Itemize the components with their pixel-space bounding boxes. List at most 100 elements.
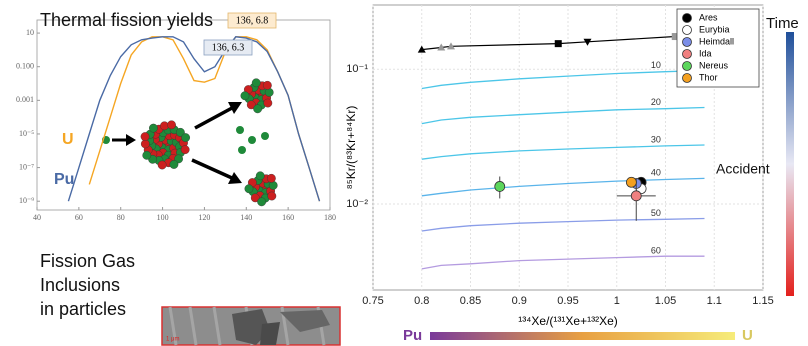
nucleon <box>240 91 250 101</box>
composition-colorbar <box>430 332 735 340</box>
series-line <box>88 36 321 202</box>
nucleon <box>257 197 267 207</box>
y-tick-label: 10 <box>26 28 34 37</box>
caption-line: Fission Gas <box>40 251 135 271</box>
colorbar-start: Pu <box>403 327 422 344</box>
series-line <box>67 36 321 202</box>
annotation: 136, 6.3 <box>212 42 245 53</box>
colorbar-note: Accident <box>716 161 770 177</box>
annotation: 136, 6.8 <box>236 15 269 26</box>
x-axis-label: ¹³⁴Xe/(¹³¹Xe+¹³²Xe) <box>518 314 618 328</box>
curve <box>421 255 705 270</box>
reference-marker <box>583 38 592 46</box>
data-point <box>494 181 506 192</box>
time-colorbar <box>786 32 794 296</box>
caption-line: Inclusions <box>40 275 120 295</box>
x-tick-label: 180 <box>324 213 336 222</box>
reference-marker <box>437 43 446 51</box>
x-tick-label: 120 <box>198 213 210 222</box>
curve-label: 20 <box>651 97 661 107</box>
curve <box>421 217 705 232</box>
sem-image <box>161 306 341 346</box>
nucleon <box>142 150 152 160</box>
x-tick-label: 1.15 <box>752 295 773 307</box>
nucleon <box>255 171 265 181</box>
x-tick-label: 80 <box>117 213 125 222</box>
nucleon <box>157 160 167 170</box>
nucleon <box>167 120 176 130</box>
legend-marker <box>682 13 692 23</box>
nucleon <box>169 160 179 169</box>
nucleon <box>140 132 150 142</box>
data-point <box>630 190 642 202</box>
reference-marker <box>447 42 455 50</box>
x-tick-label: 1.1 <box>707 295 722 307</box>
x-tick-label: 1 <box>614 295 620 307</box>
series-label: U <box>62 131 74 148</box>
x-tick-label: 0.85 <box>460 295 481 307</box>
legend-label: Eurybia <box>699 24 730 34</box>
legend-label: Ida <box>699 48 712 58</box>
y-tick-label: 0.001 <box>16 95 34 104</box>
x-tick-label: 0.8 <box>414 295 429 307</box>
x-tick-label: 0.9 <box>512 295 527 307</box>
y-axis-label: ⁸⁵Kr/(⁸³Kr+⁸⁴Kr) <box>344 106 358 190</box>
legend-label: Heimdall <box>699 36 734 46</box>
neutron <box>238 146 246 154</box>
y-tick-label: 10⁻¹ <box>346 63 368 75</box>
neutron <box>236 126 244 134</box>
y-tick-label: 0.100 <box>16 62 34 71</box>
data-point <box>625 176 637 188</box>
nucleon <box>267 191 277 201</box>
nucleon <box>262 80 272 90</box>
nucleon <box>251 78 261 88</box>
curve-label: 40 <box>651 168 661 178</box>
nucleon <box>246 100 256 110</box>
nucleon <box>263 98 273 108</box>
x-tick-label: 0.75 <box>362 295 383 307</box>
legend-label: Thor <box>699 72 718 82</box>
reference-marker <box>671 33 679 41</box>
nucleon <box>181 133 191 143</box>
neutron <box>248 136 256 144</box>
reference-line <box>421 35 676 51</box>
curve-label: 10 <box>651 60 661 70</box>
nucleon <box>176 127 185 137</box>
y-tick-label: 10⁻⁵ <box>19 129 34 138</box>
curve-label: 50 <box>651 208 661 218</box>
curve <box>421 69 705 90</box>
nucleon <box>244 184 254 194</box>
nucleon <box>180 145 190 155</box>
curve <box>421 144 705 160</box>
legend-marker <box>682 73 692 83</box>
series-label: Pu <box>54 171 74 188</box>
x-tick-label: 140 <box>240 213 252 222</box>
legend-marker <box>682 61 692 71</box>
colorbar-end: U <box>742 327 753 344</box>
x-tick-label: 1.05 <box>655 295 676 307</box>
legend-marker <box>682 37 692 47</box>
legend-marker <box>682 49 692 59</box>
x-tick-label: 100 <box>157 213 169 222</box>
curve-label: 60 <box>651 246 661 256</box>
curve <box>421 177 705 197</box>
annotation-box <box>227 12 277 29</box>
reference-marker <box>417 45 426 53</box>
reference-marker <box>554 40 562 48</box>
nucleon <box>149 123 158 133</box>
x-tick-label: 60 <box>75 213 83 222</box>
nucleon <box>253 104 263 114</box>
legend-label: Ares <box>699 12 718 22</box>
curve-label: 30 <box>651 134 661 144</box>
x-tick-label: 160 <box>282 213 294 222</box>
y-tick-label: 10⁻⁹ <box>19 196 34 205</box>
caption-line: in particles <box>40 299 126 319</box>
neutron <box>261 132 269 140</box>
legend-marker <box>682 25 692 35</box>
y-tick-label: 10⁻⁷ <box>19 162 34 171</box>
fission-illustration <box>102 78 278 207</box>
nucleon <box>250 193 260 203</box>
chart-title: Thermal fission yields <box>40 10 213 30</box>
legend-box <box>676 8 760 88</box>
